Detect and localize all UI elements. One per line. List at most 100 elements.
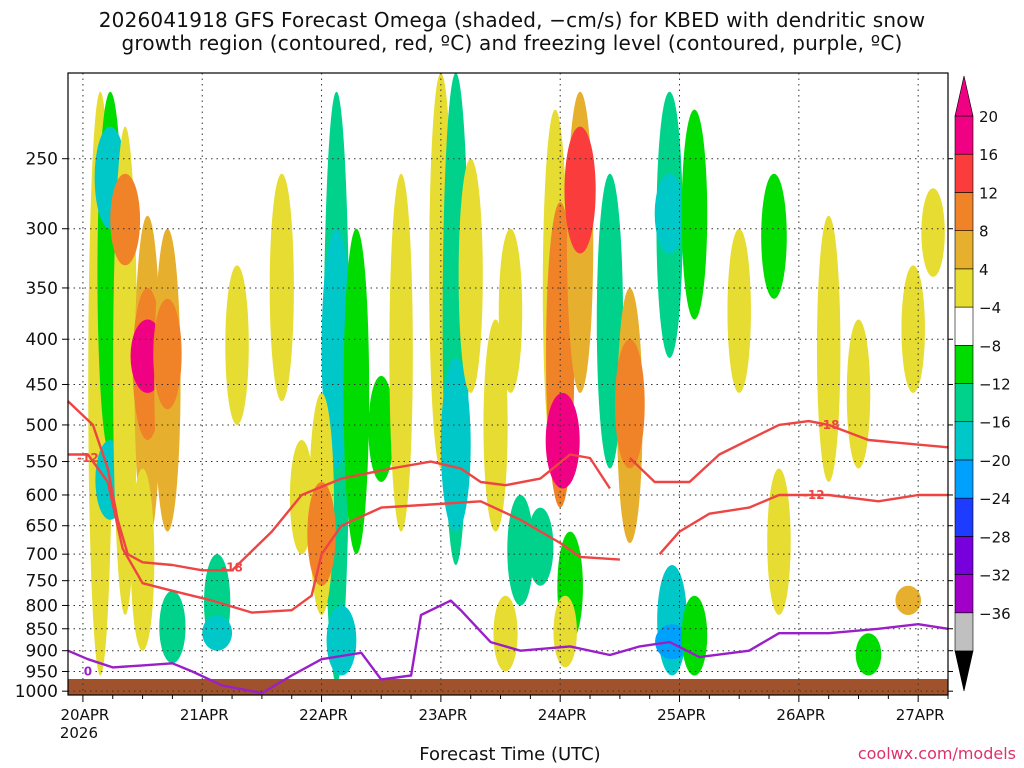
colorbar-label-0: 20: [979, 108, 998, 126]
omega-cell-44: [614, 339, 645, 469]
omega-cell-16: [269, 173, 294, 402]
omega-cell-28: [440, 357, 471, 532]
omega-cell-23: [343, 228, 370, 555]
y-tick-label-750: 750: [26, 572, 58, 592]
contour-label-3: -12: [803, 488, 825, 502]
colorbar-label-8: −16: [979, 414, 1011, 432]
y-tick-label-600: 600: [26, 486, 58, 506]
omega-cell-48: [655, 624, 690, 660]
omega-cell-11: [130, 468, 155, 651]
colorbar-label-6: −8: [979, 337, 1001, 355]
colorbar-segment-0: [954, 612, 974, 652]
contour-label-4: 0: [84, 664, 92, 678]
omega-cell-31: [498, 228, 523, 393]
contour-label-2: -12: [77, 451, 99, 465]
omega-cell-49: [681, 109, 708, 320]
colorbar-label-2: 12: [979, 184, 998, 202]
x-tick-label-168: 27APR: [896, 706, 945, 724]
omega-cell-20: [326, 605, 357, 676]
omega-cell-53: [767, 468, 791, 615]
contour-dgz-1: [628, 419, 949, 484]
omega-cell-52: [761, 173, 787, 299]
y-tick-label-450: 450: [26, 375, 58, 395]
omega-cell-46: [654, 173, 685, 254]
y-tick-label-850: 850: [26, 620, 58, 640]
colorbar-label-13: −36: [979, 605, 1011, 623]
colorbar-segment-12: [954, 153, 974, 193]
omega-cell-14: [202, 614, 233, 651]
y-tick-label-900: 900: [26, 642, 58, 662]
credit-link[interactable]: coolwx.com/models: [857, 744, 1016, 763]
omega-cell-56: [855, 633, 882, 676]
contour-label-0: -18: [221, 561, 243, 575]
omega-cell-12: [159, 590, 186, 664]
colorbar-segment-10: [954, 230, 974, 270]
x-axis-label: Forecast Time (UTC): [419, 744, 601, 765]
omega-cell-10: [153, 298, 182, 410]
omega-cell-36: [545, 392, 580, 489]
y-tick-label-650: 650: [26, 517, 58, 537]
colorbar-segment-4: [954, 459, 974, 499]
colorbar-bottom-arrow: [954, 650, 974, 692]
x-tick-label-48: 22APR: [299, 706, 348, 724]
colorbar-label-4: 4: [979, 261, 989, 279]
contour-label-1: -18: [818, 418, 840, 432]
colorbar-top-arrow: [954, 75, 974, 117]
omega-cell-54: [816, 215, 841, 482]
y-tick-label-950: 950: [26, 662, 58, 682]
colorbar-segment-7: [954, 344, 974, 384]
omega-cell-30: [483, 319, 508, 532]
y-tick-label-250: 250: [26, 150, 58, 170]
omega-cell-5: [110, 173, 141, 266]
colorbar-segment-6: [954, 383, 974, 423]
colorbar-segment-5: [954, 421, 974, 461]
colorbar-label-1: 16: [979, 146, 998, 164]
colorbar-label-9: −20: [979, 452, 1011, 470]
omega-cell-55: [846, 319, 871, 469]
contour-frz-4: [67, 599, 949, 695]
chart-title-line2: growth region (contoured, red, ºC) and f…: [121, 31, 903, 55]
x-tick-label-24: 21APR: [180, 706, 229, 724]
y-tick-label-500: 500: [26, 416, 58, 436]
y-axis: 2503003504004505005506006507007508008509…: [15, 150, 953, 702]
y-tick-label-400: 400: [26, 330, 58, 350]
y-tick-label-700: 700: [26, 545, 58, 565]
contour-dgz-2: [68, 453, 620, 614]
colorbar-segment-8: [954, 306, 974, 346]
colorbar-segment-1: [954, 574, 974, 614]
terrain-fill: [68, 679, 948, 695]
omega-cell-51: [727, 228, 751, 393]
omega-cell-41: [553, 595, 577, 668]
colorbar: 20 16 12 8 4 −4 −8 −12 −16 −20 −24 −28 −32 −36: [954, 75, 1011, 692]
chart-title-line1: 2026041918 GFS Forecast Omega (shaded, −…: [98, 8, 926, 32]
colorbar-label-12: −32: [979, 567, 1011, 585]
colorbar-segment-9: [954, 268, 974, 308]
colorbar-segment-13: [954, 115, 974, 155]
omega-cell-15: [225, 265, 249, 425]
x-tick-label-120: 25APR: [657, 706, 706, 724]
y-tick-label-1000: 1000: [15, 682, 58, 702]
contour-lines: -18 -18 -12 -12 0: [67, 400, 949, 695]
omega-cell-24: [368, 375, 395, 482]
terrain-band: [68, 679, 948, 695]
omega-cell-22: [307, 481, 336, 586]
omega-cell-58: [901, 265, 925, 393]
omega-cell-50: [681, 595, 708, 676]
colorbar-label-10: −24: [979, 490, 1011, 508]
grid-lines: [68, 73, 948, 695]
omega-cell-39: [527, 507, 554, 586]
x-tick-label-144: 26APR: [776, 706, 825, 724]
y-tick-label-300: 300: [26, 220, 58, 240]
colorbar-label-11: −28: [979, 528, 1011, 546]
omega-cell-59: [921, 188, 945, 277]
contour-dgz-0: [67, 400, 611, 572]
x-tick-label-0: 20APR: [61, 706, 110, 724]
colorbar-label-3: 8: [979, 223, 989, 241]
omega-cell-25: [389, 173, 413, 532]
omega-cell-57: [895, 585, 922, 615]
contour-dgz-3: [658, 493, 948, 555]
omega-cell-33: [493, 595, 518, 672]
colorbar-segment-3: [954, 497, 974, 537]
